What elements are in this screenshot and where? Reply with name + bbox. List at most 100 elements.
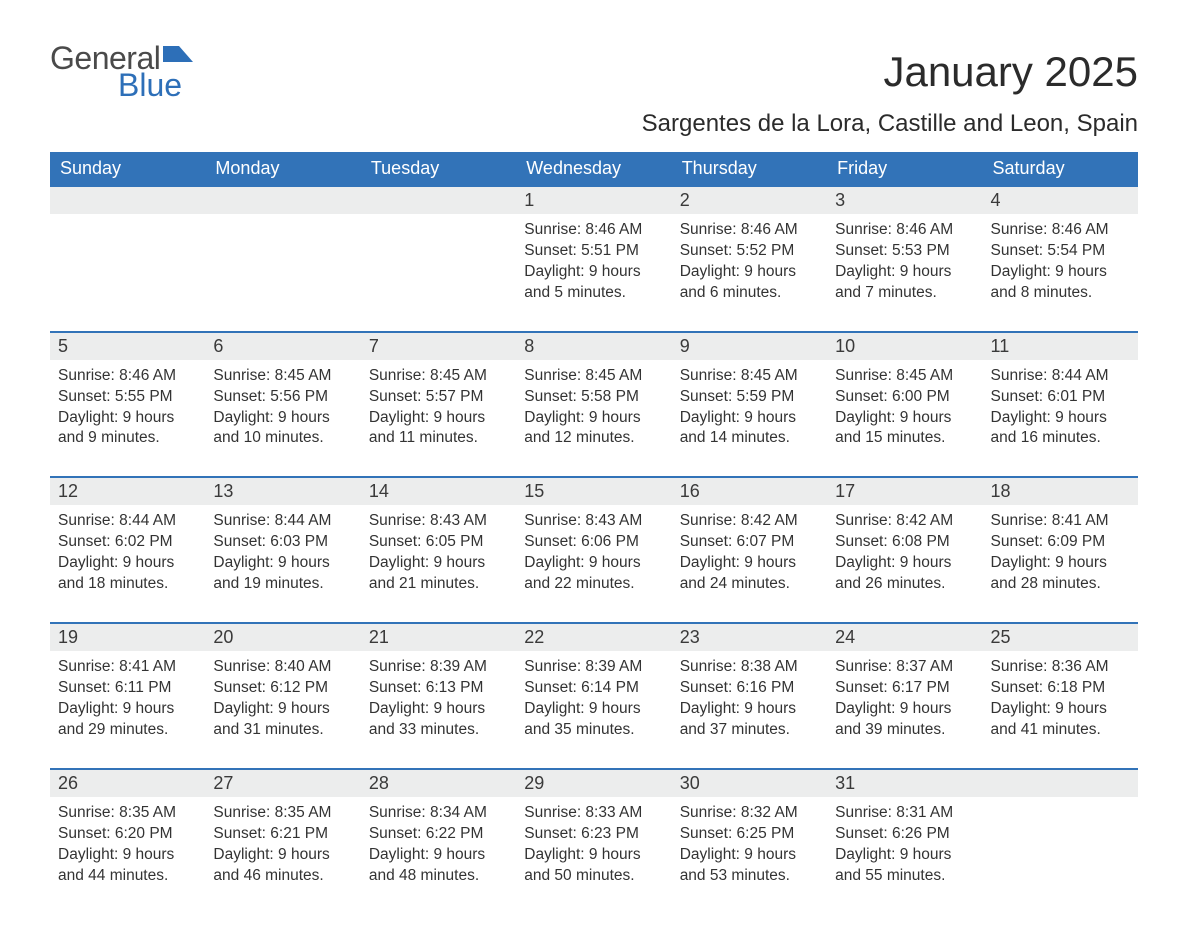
weekday-header: Saturday	[983, 152, 1138, 186]
sunset-text: Sunset: 6:18 PM	[991, 678, 1130, 699]
d1-text: Daylight: 9 hours	[524, 845, 663, 866]
sunset-text: Sunset: 6:11 PM	[58, 678, 197, 699]
sunset-text: Sunset: 5:59 PM	[680, 387, 819, 408]
day-number-cell: 6	[205, 332, 360, 360]
sunrise-text: Sunrise: 8:45 AM	[369, 366, 508, 387]
d1-text: Daylight: 9 hours	[680, 699, 819, 720]
d1-text: Daylight: 9 hours	[369, 408, 508, 429]
d2-text: and 18 minutes.	[58, 574, 197, 595]
day-number-cell: 14	[361, 477, 516, 505]
sunset-text: Sunset: 6:09 PM	[991, 532, 1130, 553]
day-number-cell: 3	[827, 186, 982, 214]
sunrise-text: Sunrise: 8:42 AM	[835, 511, 974, 532]
d2-text: and 55 minutes.	[835, 866, 974, 887]
day-detail-cell	[205, 214, 360, 306]
d2-text: and 19 minutes.	[213, 574, 352, 595]
day-detail-cell: Sunrise: 8:33 AMSunset: 6:23 PMDaylight:…	[516, 797, 671, 889]
day-number-cell: 1	[516, 186, 671, 214]
calendar-table: Sunday Monday Tuesday Wednesday Thursday…	[50, 152, 1138, 888]
day-number-cell: 12	[50, 477, 205, 505]
d1-text: Daylight: 9 hours	[213, 553, 352, 574]
flag-icon	[163, 40, 193, 67]
sunrise-text: Sunrise: 8:43 AM	[524, 511, 663, 532]
sunrise-text: Sunrise: 8:44 AM	[58, 511, 197, 532]
sunset-text: Sunset: 5:56 PM	[213, 387, 352, 408]
week-detail-row: Sunrise: 8:41 AMSunset: 6:11 PMDaylight:…	[50, 651, 1138, 743]
sunrise-text: Sunrise: 8:45 AM	[835, 366, 974, 387]
day-number-cell	[361, 186, 516, 214]
d1-text: Daylight: 9 hours	[213, 408, 352, 429]
sunset-text: Sunset: 6:12 PM	[213, 678, 352, 699]
day-number-cell: 19	[50, 623, 205, 651]
day-number-cell: 21	[361, 623, 516, 651]
day-number-cell: 23	[672, 623, 827, 651]
day-number-cell: 10	[827, 332, 982, 360]
d1-text: Daylight: 9 hours	[991, 553, 1130, 574]
d2-text: and 10 minutes.	[213, 428, 352, 449]
day-detail-cell: Sunrise: 8:44 AMSunset: 6:01 PMDaylight:…	[983, 360, 1138, 452]
page-title: January 2025	[883, 48, 1138, 96]
week-detail-row: Sunrise: 8:44 AMSunset: 6:02 PMDaylight:…	[50, 505, 1138, 597]
day-number-cell: 15	[516, 477, 671, 505]
d1-text: Daylight: 9 hours	[524, 553, 663, 574]
day-number-cell: 27	[205, 769, 360, 797]
d2-text: and 37 minutes.	[680, 720, 819, 741]
day-number-cell: 29	[516, 769, 671, 797]
d2-text: and 33 minutes.	[369, 720, 508, 741]
week-daynum-row: 567891011	[50, 332, 1138, 360]
d2-text: and 7 minutes.	[835, 283, 974, 304]
d2-text: and 39 minutes.	[835, 720, 974, 741]
week-daynum-row: 19202122232425	[50, 623, 1138, 651]
weekday-header: Sunday	[50, 152, 205, 186]
weekday-header: Friday	[827, 152, 982, 186]
d2-text: and 16 minutes.	[991, 428, 1130, 449]
sunrise-text: Sunrise: 8:42 AM	[680, 511, 819, 532]
d2-text: and 22 minutes.	[524, 574, 663, 595]
sunset-text: Sunset: 6:08 PM	[835, 532, 974, 553]
sunrise-text: Sunrise: 8:45 AM	[680, 366, 819, 387]
day-detail-cell: Sunrise: 8:35 AMSunset: 6:20 PMDaylight:…	[50, 797, 205, 889]
d1-text: Daylight: 9 hours	[835, 699, 974, 720]
day-detail-cell: Sunrise: 8:32 AMSunset: 6:25 PMDaylight:…	[672, 797, 827, 889]
d2-text: and 14 minutes.	[680, 428, 819, 449]
sunrise-text: Sunrise: 8:32 AM	[680, 803, 819, 824]
sunrise-text: Sunrise: 8:44 AM	[213, 511, 352, 532]
day-number-cell: 16	[672, 477, 827, 505]
sunset-text: Sunset: 6:17 PM	[835, 678, 974, 699]
week-detail-row: Sunrise: 8:46 AMSunset: 5:51 PMDaylight:…	[50, 214, 1138, 306]
d2-text: and 53 minutes.	[680, 866, 819, 887]
d2-text: and 44 minutes.	[58, 866, 197, 887]
sunrise-text: Sunrise: 8:35 AM	[58, 803, 197, 824]
d1-text: Daylight: 9 hours	[524, 408, 663, 429]
day-number-cell	[50, 186, 205, 214]
sunrise-text: Sunrise: 8:41 AM	[58, 657, 197, 678]
header: General Blue January 2025	[50, 40, 1138, 104]
d1-text: Daylight: 9 hours	[58, 845, 197, 866]
day-detail-cell: Sunrise: 8:45 AMSunset: 5:59 PMDaylight:…	[672, 360, 827, 452]
sunrise-text: Sunrise: 8:46 AM	[524, 220, 663, 241]
sunrise-text: Sunrise: 8:40 AM	[213, 657, 352, 678]
sunrise-text: Sunrise: 8:36 AM	[991, 657, 1130, 678]
sunset-text: Sunset: 6:14 PM	[524, 678, 663, 699]
d2-text: and 11 minutes.	[369, 428, 508, 449]
logo: General Blue	[50, 40, 193, 104]
d1-text: Daylight: 9 hours	[213, 699, 352, 720]
day-detail-cell: Sunrise: 8:45 AMSunset: 5:56 PMDaylight:…	[205, 360, 360, 452]
d1-text: Daylight: 9 hours	[58, 408, 197, 429]
sunrise-text: Sunrise: 8:38 AM	[680, 657, 819, 678]
week-separator	[50, 306, 1138, 332]
sunset-text: Sunset: 6:01 PM	[991, 387, 1130, 408]
d1-text: Daylight: 9 hours	[58, 699, 197, 720]
sunrise-text: Sunrise: 8:33 AM	[524, 803, 663, 824]
day-number-cell: 20	[205, 623, 360, 651]
d2-text: and 8 minutes.	[991, 283, 1130, 304]
d2-text: and 29 minutes.	[58, 720, 197, 741]
sunset-text: Sunset: 5:57 PM	[369, 387, 508, 408]
d2-text: and 48 minutes.	[369, 866, 508, 887]
d2-text: and 50 minutes.	[524, 866, 663, 887]
d1-text: Daylight: 9 hours	[369, 845, 508, 866]
week-separator	[50, 743, 1138, 769]
location-subtitle: Sargentes de la Lora, Castille and Leon,…	[50, 110, 1138, 138]
day-detail-cell	[50, 214, 205, 306]
week-detail-row: Sunrise: 8:35 AMSunset: 6:20 PMDaylight:…	[50, 797, 1138, 889]
